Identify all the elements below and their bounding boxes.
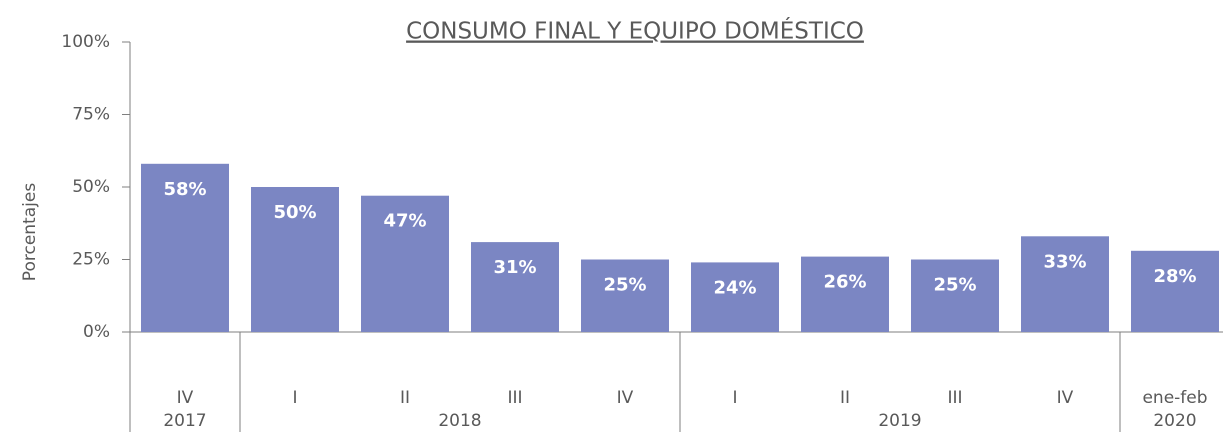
- y-tick-label: 0%: [83, 322, 110, 342]
- value-label: 25%: [933, 275, 976, 296]
- chart-title: CONSUMO FINAL Y EQUIPO DOMÉSTICO: [406, 17, 864, 45]
- value-label: 24%: [713, 277, 756, 298]
- bar: [1021, 236, 1109, 332]
- value-label: 47%: [383, 211, 426, 232]
- bar: [1131, 250, 1219, 332]
- x-tick-label: II: [400, 388, 410, 408]
- bar: [801, 256, 889, 332]
- value-label: 33%: [1043, 251, 1086, 272]
- bar: [361, 195, 449, 332]
- y-tick-label: 25%: [72, 250, 110, 270]
- value-label: 31%: [493, 257, 536, 278]
- value-label: 26%: [823, 272, 866, 293]
- x-tick-label: ene-feb: [1142, 388, 1207, 408]
- x-tick-label: III: [507, 388, 522, 408]
- y-tick-label: 75%: [72, 105, 110, 125]
- x-tick-label: I: [732, 388, 737, 408]
- y-tick-label: 100%: [61, 32, 110, 52]
- bar: [251, 187, 339, 332]
- x-tick-label: IV: [617, 388, 634, 408]
- value-label: 28%: [1153, 266, 1196, 287]
- group-label: 2017: [163, 411, 206, 431]
- x-tick-label: III: [947, 388, 962, 408]
- bar: [691, 262, 779, 332]
- y-axis-label: Porcentajes: [20, 183, 40, 282]
- value-label: 50%: [273, 202, 316, 223]
- value-label: 25%: [603, 275, 646, 296]
- bar: [581, 259, 669, 332]
- bar: [471, 242, 559, 332]
- bar: [911, 259, 999, 332]
- group-label: 2019: [878, 411, 921, 431]
- value-label: 58%: [163, 179, 206, 200]
- group-label: 2020: [1153, 411, 1196, 431]
- bar: [141, 163, 229, 332]
- x-tick-label: I: [292, 388, 297, 408]
- x-tick-label: IV: [177, 388, 194, 408]
- group-label: 2018: [438, 411, 481, 431]
- x-tick-label: II: [840, 388, 850, 408]
- y-tick-label: 50%: [72, 177, 110, 197]
- x-tick-label: IV: [1057, 388, 1074, 408]
